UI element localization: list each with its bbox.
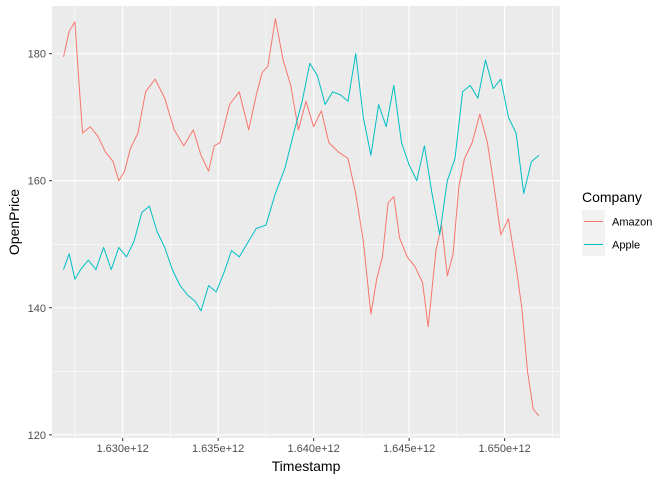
x-axis-title: Timestamp (272, 458, 341, 474)
y-tick-label: 160 (28, 176, 46, 188)
legend-title: Company (582, 189, 642, 205)
x-tick-label: 1.630e+12 (97, 443, 149, 455)
legend-items: Amazon Apple (582, 210, 652, 256)
panel-background (52, 6, 560, 438)
y-axis: 120 140 160 180 (28, 49, 52, 442)
series-line-amazon (63, 18, 540, 417)
y-axis-title: OpenPrice (6, 189, 22, 255)
legend-label-amazon: Amazon (612, 217, 652, 229)
y-tick-label: 120 (28, 430, 46, 442)
legend-label-apple: Apple (612, 240, 640, 252)
y-tick-label: 140 (28, 303, 46, 315)
x-tick-label: 1.635e+12 (192, 443, 244, 455)
y-tick-label: 180 (28, 49, 46, 61)
x-tick-label: 1.650e+12 (478, 443, 530, 455)
minor-gridlines (52, 6, 560, 438)
x-tick-label: 1.645e+12 (383, 443, 435, 455)
series-lines (63, 18, 540, 417)
x-axis: 1.630e+12 1.635e+12 1.640e+12 1.645e+12 1.65… (97, 438, 531, 455)
legend: Company Amazon Apple (582, 189, 652, 256)
series-line-apple (63, 53, 540, 312)
major-gridlines (52, 6, 560, 438)
x-tick-label: 1.640e+12 (287, 443, 339, 455)
